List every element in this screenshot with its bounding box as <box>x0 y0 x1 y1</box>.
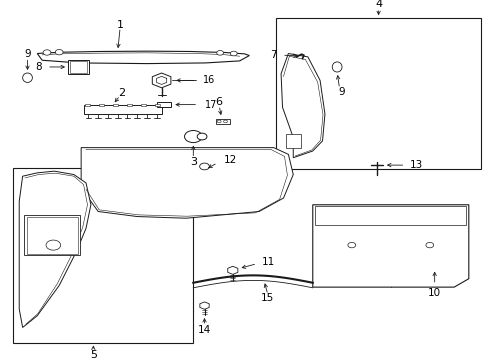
Bar <box>155 104 160 105</box>
Circle shape <box>216 50 223 55</box>
Text: 11: 11 <box>262 257 275 267</box>
Text: 3: 3 <box>189 157 196 167</box>
Bar <box>285 134 300 148</box>
Text: 6: 6 <box>215 97 222 107</box>
Bar <box>157 102 171 107</box>
Bar <box>215 119 230 124</box>
Text: 9: 9 <box>338 87 345 97</box>
Circle shape <box>425 242 433 248</box>
Bar <box>70 61 87 73</box>
Circle shape <box>197 133 206 140</box>
Ellipse shape <box>22 73 32 82</box>
Text: 1: 1 <box>117 20 123 30</box>
Circle shape <box>230 51 237 56</box>
Bar <box>99 104 104 105</box>
Text: 4: 4 <box>374 0 382 9</box>
Polygon shape <box>281 54 325 158</box>
Circle shape <box>217 120 221 123</box>
Circle shape <box>347 242 355 248</box>
Text: 16: 16 <box>203 75 215 85</box>
Polygon shape <box>37 51 249 64</box>
Bar <box>141 104 146 105</box>
Text: 14: 14 <box>198 325 211 335</box>
Bar <box>83 105 161 114</box>
Text: 10: 10 <box>427 288 440 298</box>
Polygon shape <box>227 266 237 274</box>
Text: 12: 12 <box>224 156 237 165</box>
Text: 17: 17 <box>204 100 217 109</box>
Bar <box>68 59 89 75</box>
Text: 8: 8 <box>36 62 42 72</box>
Circle shape <box>223 120 227 123</box>
Bar <box>85 104 90 105</box>
Circle shape <box>43 50 51 55</box>
Polygon shape <box>152 73 170 88</box>
Polygon shape <box>200 302 209 309</box>
Polygon shape <box>81 148 293 218</box>
Bar <box>24 215 80 255</box>
Text: 9: 9 <box>24 49 31 59</box>
Text: 2: 2 <box>118 88 125 98</box>
Bar <box>26 217 78 253</box>
Bar <box>13 168 193 343</box>
Circle shape <box>199 163 209 170</box>
Bar <box>113 104 118 105</box>
Text: 13: 13 <box>409 160 423 170</box>
Bar <box>276 18 480 170</box>
Bar <box>127 104 132 105</box>
Circle shape <box>46 240 61 250</box>
Text: 15: 15 <box>261 293 274 303</box>
Polygon shape <box>19 171 91 328</box>
Circle shape <box>55 49 63 55</box>
Bar <box>315 206 466 225</box>
Text: 5: 5 <box>90 350 97 360</box>
Polygon shape <box>312 205 468 287</box>
Text: 7: 7 <box>270 50 277 60</box>
Ellipse shape <box>331 62 341 72</box>
Circle shape <box>184 130 202 143</box>
